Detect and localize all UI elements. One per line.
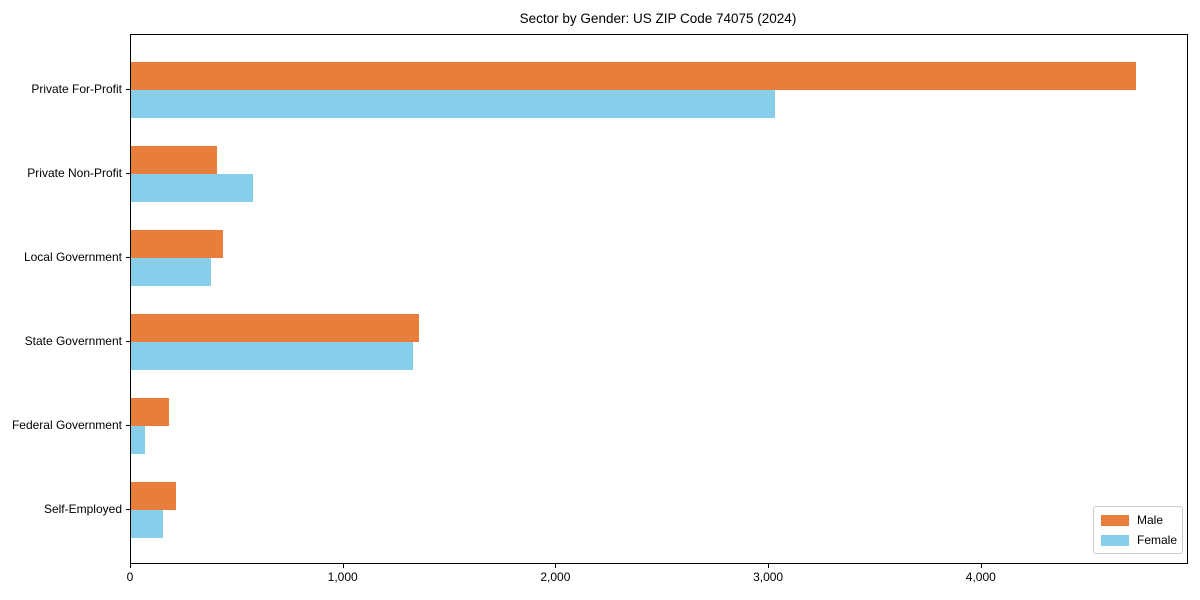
legend-swatch-male xyxy=(1101,514,1129,526)
bar-female xyxy=(131,341,413,370)
bar-female xyxy=(131,89,776,118)
y-tick-mark xyxy=(126,88,130,90)
y-tick-label: Local Government xyxy=(23,249,122,264)
bar-male xyxy=(131,397,170,426)
y-tick-label: Private Non-Profit xyxy=(27,165,122,180)
legend-label-female: Female xyxy=(1137,533,1178,547)
bar-male xyxy=(131,481,176,510)
bar-male xyxy=(131,229,223,258)
bar-female xyxy=(131,425,145,454)
legend-entry-female: Female xyxy=(1101,533,1178,547)
plot-area: Male Female xyxy=(130,34,1188,564)
x-tick-mark xyxy=(130,564,131,568)
x-tick-mark xyxy=(342,564,344,568)
x-tick-label: 3,000 xyxy=(753,570,784,584)
y-tick-mark xyxy=(126,256,130,258)
y-tick-mark xyxy=(126,172,130,174)
chart-title: Sector by Gender: US ZIP Code 74075 (202… xyxy=(519,11,797,26)
bar-female xyxy=(131,257,211,286)
x-tick-label: 4,000 xyxy=(965,570,996,584)
x-tick-label: 0 xyxy=(126,570,134,584)
y-tick-mark xyxy=(126,340,130,342)
bar-male xyxy=(131,145,218,174)
y-tick-label: Federal Government xyxy=(11,417,122,432)
x-tick-mark xyxy=(768,564,770,568)
bar-male xyxy=(131,313,420,342)
x-tick-mark xyxy=(555,564,557,568)
legend-label-male: Male xyxy=(1137,513,1164,527)
bar-female xyxy=(131,173,254,202)
y-tick-mark xyxy=(126,424,130,426)
bar-male xyxy=(131,61,1136,90)
legend: Male Female xyxy=(1093,506,1183,554)
y-tick-mark xyxy=(126,508,130,510)
x-tick-label: 1,000 xyxy=(327,570,358,584)
x-tick-label: 2,000 xyxy=(540,570,571,584)
bar-female xyxy=(131,509,163,538)
legend-entry-male: Male xyxy=(1101,513,1174,527)
x-tick-mark xyxy=(980,564,982,568)
y-tick-label: State Government xyxy=(24,333,122,348)
y-tick-label: Self-Employed xyxy=(43,501,122,516)
y-tick-label: Private For-Profit xyxy=(31,81,122,96)
legend-swatch-female xyxy=(1101,534,1129,546)
